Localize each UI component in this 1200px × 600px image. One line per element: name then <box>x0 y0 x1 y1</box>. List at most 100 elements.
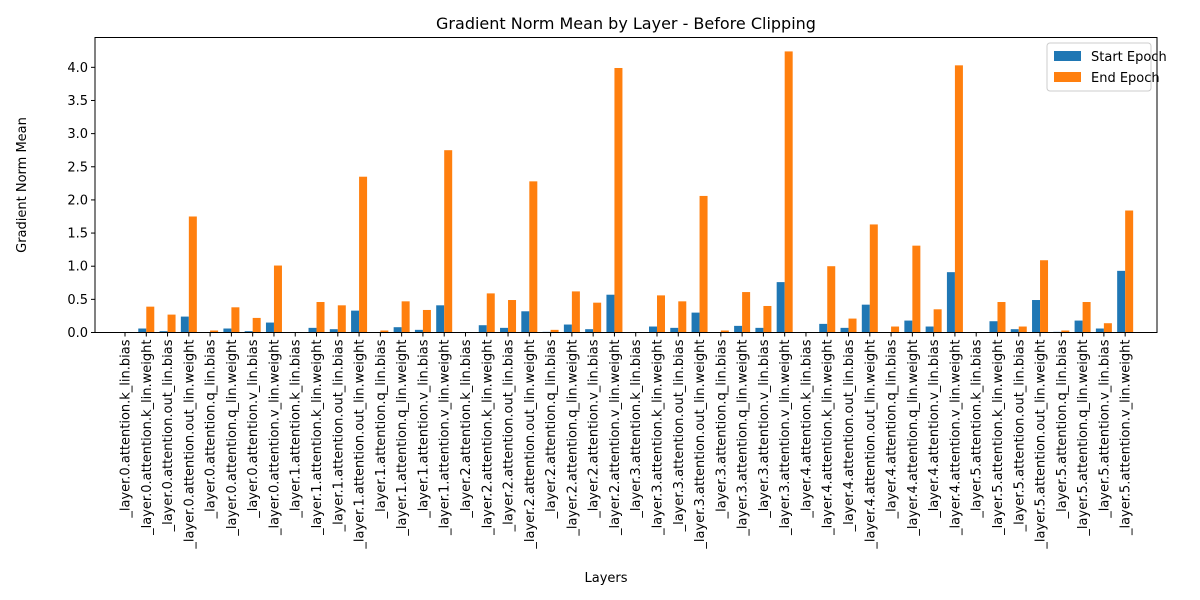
x-tick-label: _layer.2.attention.v_lin.weight <box>608 340 623 537</box>
bar-end-epoch-27 <box>699 195 708 333</box>
x-tick-label: _layer.2.attention.q_lin.bias <box>544 339 559 519</box>
bar-end-epoch-5 <box>231 307 240 333</box>
bar-start-epoch-7 <box>265 322 274 333</box>
x-tick-label: _layer.5.attention.k_lin.bias <box>970 339 985 518</box>
bar-end-epoch-25 <box>657 295 665 333</box>
bar-end-epoch-13 <box>401 301 410 333</box>
bar-end-epoch-23 <box>614 67 623 333</box>
x-tick-label: _layer.4.attention.q_lin.weight <box>906 340 921 537</box>
bar-end-epoch-28 <box>720 330 729 333</box>
bar-start-epoch-30 <box>755 327 764 333</box>
bar-start-epoch-11 <box>351 310 360 333</box>
legend-swatch-start-epoch <box>1054 51 1081 61</box>
bar-start-epoch-39 <box>946 272 955 333</box>
bar-start-epoch-14 <box>414 329 423 333</box>
x-tick-label: _layer.0.attention.k_lin.weight <box>140 340 155 536</box>
bar-end-epoch-30 <box>763 305 772 333</box>
bar-end-epoch-11 <box>359 176 368 333</box>
x-tick-label: _layer.0.attention.out_lin.bias <box>161 339 176 532</box>
x-tick-label: _layer.4.attention.k_lin.bias <box>799 339 814 518</box>
bar-end-epoch-45 <box>1082 302 1091 333</box>
x-tick-label: _layer.3.attention.v_lin.weight <box>778 340 793 537</box>
x-tick-label: _layer.0.attention.q_lin.weight <box>225 340 240 537</box>
bar-start-epoch-37 <box>904 320 913 333</box>
bar-end-epoch-36 <box>891 326 900 333</box>
bar-start-epoch-34 <box>840 327 849 333</box>
bar-end-epoch-39 <box>954 65 963 333</box>
bar-end-epoch-44 <box>1061 330 1070 333</box>
x-tick-label: _layer.5.attention.out_lin.weight <box>1034 340 1049 550</box>
x-tick-label: _layer.3.attention.q_lin.bias <box>714 339 729 519</box>
bar-start-epoch-10 <box>329 329 338 333</box>
bar-start-epoch-9 <box>308 327 317 333</box>
bar-end-epoch-4 <box>210 330 219 333</box>
bar-end-epoch-22 <box>593 302 602 333</box>
x-tick-label: _layer.1.attention.q_lin.bias <box>374 339 389 519</box>
bar-start-epoch-1 <box>138 328 147 333</box>
x-tick-label: _layer.2.attention.out_lin.bias <box>502 339 517 532</box>
bar-end-epoch-18 <box>508 300 517 333</box>
legend-label-start-epoch: Start Epoch <box>1091 50 1167 65</box>
x-tick-label: _layer.5.attention.k_lin.weight <box>991 340 1006 536</box>
bar-start-epoch-38 <box>925 326 934 333</box>
bar-start-epoch-17 <box>478 325 487 333</box>
y-tick-label: 2.0 <box>67 193 88 208</box>
bar-end-epoch-33 <box>827 266 836 333</box>
bar-end-epoch-37 <box>912 245 921 333</box>
x-tick-label: _layer.2.attention.k_lin.weight <box>480 340 495 536</box>
x-tick-label: _layer.5.attention.v_lin.bias <box>1097 339 1112 519</box>
bar-end-epoch-15 <box>444 150 453 333</box>
bar-end-epoch-1 <box>146 306 155 333</box>
bar-end-epoch-26 <box>678 301 687 333</box>
x-tick-label: _layer.1.attention.v_lin.weight <box>438 340 453 537</box>
bar-start-epoch-2 <box>159 331 168 333</box>
x-tick-label: _layer.4.attention.v_lin.weight <box>948 340 963 537</box>
x-tick-label: _layer.2.attention.v_lin.bias <box>587 339 602 519</box>
bar-start-epoch-6 <box>244 331 253 333</box>
y-tick-label: 3.5 <box>67 94 88 109</box>
bar-start-epoch-29 <box>734 325 743 333</box>
x-tick-label: _layer.3.attention.out_lin.bias <box>672 339 687 532</box>
bar-start-epoch-5 <box>223 328 232 333</box>
x-tick-label: _layer.2.attention.out_lin.weight <box>523 340 538 550</box>
x-tick-label: _layer.1.attention.out_lin.weight <box>353 340 368 550</box>
x-tick-label: _layer.3.attention.q_lin.weight <box>736 340 751 537</box>
bar-end-epoch-21 <box>571 291 580 333</box>
bar-start-epoch-33 <box>819 323 828 333</box>
bar-end-epoch-6 <box>252 317 261 333</box>
bar-end-epoch-46 <box>1103 323 1112 333</box>
x-tick-label: _layer.0.attention.out_lin.weight <box>182 340 197 550</box>
bar-start-epoch-31 <box>776 282 785 333</box>
bar-end-epoch-38 <box>933 309 942 333</box>
bar-end-epoch-7 <box>273 265 282 333</box>
x-tick-label: _layer.4.attention.v_lin.bias <box>927 339 942 519</box>
y-tick-label: 1.0 <box>67 260 88 275</box>
bar-end-epoch-43 <box>1040 260 1049 333</box>
x-tick-label: _layer.5.attention.q_lin.weight <box>1076 340 1091 537</box>
bar-start-epoch-46 <box>1095 328 1104 333</box>
bar-start-epoch-22 <box>585 329 594 333</box>
x-tick-label: _layer.0.attention.q_lin.bias <box>204 339 219 519</box>
bar-end-epoch-19 <box>529 181 538 333</box>
bar-end-epoch-42 <box>1018 326 1027 333</box>
bar-end-epoch-3 <box>188 216 197 333</box>
bar-start-epoch-19 <box>521 311 530 333</box>
x-tick-label: _layer.0.attention.k_lin.bias <box>119 339 134 518</box>
bar-end-epoch-14 <box>422 309 431 333</box>
x-tick-label: _layer.1.attention.v_lin.bias <box>416 339 431 519</box>
legend: Start Epoch End Epoch <box>1046 42 1167 92</box>
x-tick-label: _layer.3.attention.out_lin.weight <box>693 340 708 550</box>
bar-end-epoch-9 <box>316 302 325 333</box>
bar-end-epoch-17 <box>486 293 495 333</box>
y-tick-label: 2.5 <box>67 160 88 175</box>
bar-end-epoch-31 <box>784 51 793 333</box>
bar-end-epoch-20 <box>550 329 559 333</box>
x-tick-label: _layer.1.attention.k_lin.bias <box>289 339 304 518</box>
x-tick-label: _layer.4.attention.out_lin.bias <box>842 339 857 532</box>
bar-start-epoch-45 <box>1074 320 1083 333</box>
x-axis-label: Layers <box>584 571 627 586</box>
y-axis-label: Gradient Norm Mean <box>15 117 30 253</box>
x-tick-label: _layer.2.attention.k_lin.bias <box>459 339 474 518</box>
